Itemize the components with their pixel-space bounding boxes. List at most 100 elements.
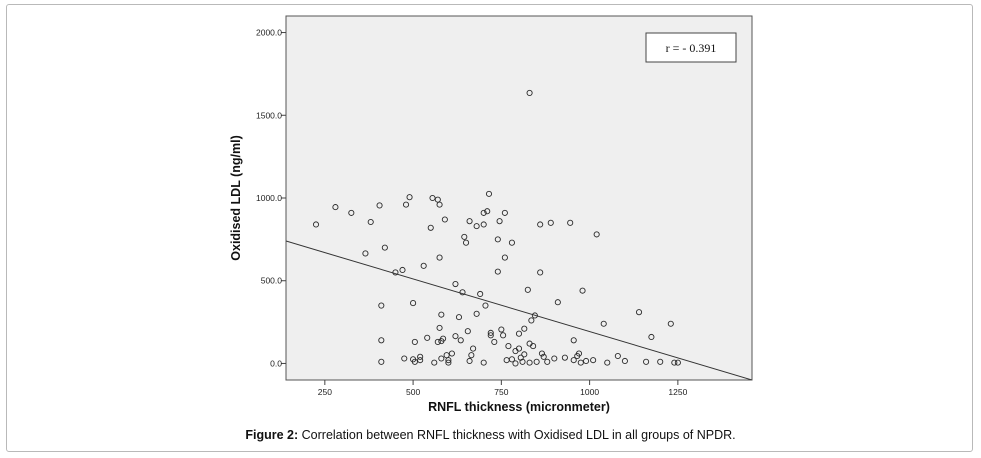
data-point (551, 355, 558, 362)
data-point (480, 359, 487, 366)
data-point (452, 333, 459, 340)
data-point (436, 324, 443, 331)
data-point (470, 345, 477, 352)
data-point (501, 209, 508, 216)
data-point (392, 269, 399, 276)
data-point (537, 221, 544, 228)
data-point (494, 268, 501, 275)
data-points-layer (312, 89, 681, 367)
data-point (464, 328, 471, 335)
data-point (567, 219, 574, 226)
y-tick-label: 0.0 (270, 358, 282, 368)
data-point (671, 359, 678, 366)
data-point (445, 359, 452, 366)
data-point (445, 357, 452, 364)
data-point (480, 209, 487, 216)
data-point (667, 320, 674, 327)
y-tick-label: 1000.0 (256, 193, 282, 203)
data-point (570, 357, 577, 364)
data-point (538, 350, 545, 357)
data-point (332, 204, 339, 211)
data-point (531, 312, 538, 319)
y-axis-title: Oxidised LDL (ng/ml) (229, 135, 243, 260)
data-point (452, 280, 459, 288)
data-point (455, 314, 463, 321)
data-point (367, 218, 374, 226)
data-point (526, 359, 533, 366)
data-point (496, 218, 503, 225)
data-point (521, 325, 528, 332)
data-point (312, 221, 320, 228)
data-point (441, 216, 448, 223)
data-point (484, 208, 491, 215)
data-point (547, 219, 554, 226)
x-axis: 250 500 750 1000 1250 (318, 380, 688, 397)
data-point (420, 262, 427, 269)
data-point (348, 209, 355, 216)
data-point (402, 201, 410, 208)
data-point (537, 269, 544, 276)
data-point (466, 357, 473, 365)
data-point (362, 250, 369, 257)
data-point (434, 338, 441, 345)
data-point (575, 350, 583, 357)
data-point (438, 311, 445, 318)
data-point (500, 332, 507, 339)
data-point (583, 357, 590, 365)
x-tick-label: 250 (318, 387, 332, 397)
data-point (508, 356, 515, 363)
data-point (438, 338, 445, 345)
y-tick-label: 1500.0 (256, 110, 282, 120)
x-tick-label: 1250 (668, 387, 687, 397)
data-point (579, 287, 586, 294)
fit-line-layer (286, 240, 752, 380)
data-point (459, 289, 466, 296)
regression-line (286, 240, 752, 380)
data-point (399, 266, 406, 274)
data-point (544, 358, 551, 365)
y-tick-label: 2000.0 (256, 28, 282, 38)
data-point (515, 345, 523, 352)
data-point (526, 89, 533, 96)
plot-area (285, 15, 753, 381)
data-point (505, 343, 512, 350)
data-point (533, 358, 540, 365)
data-point (417, 353, 424, 360)
data-point (590, 357, 597, 364)
data-point (427, 224, 434, 231)
data-point (593, 231, 600, 238)
data-point (621, 357, 628, 365)
data-point (376, 202, 383, 209)
correlation-box (645, 32, 737, 63)
correlation-annotation: r = - 0.391 (645, 32, 737, 63)
data-point (643, 358, 650, 365)
figure-caption: Figure 2: Correlation between RNFL thick… (0, 428, 981, 442)
data-point (431, 359, 438, 366)
caption-text: Correlation between RNFL thickness with … (301, 428, 736, 442)
data-point (554, 299, 561, 306)
data-point (401, 355, 408, 362)
x-axis-title: RNFL thickness (micronmeter) (428, 400, 610, 414)
correlation-text: r = - 0.391 (666, 41, 717, 55)
data-point (501, 254, 508, 261)
data-point (378, 358, 385, 365)
x-tick-label: 750 (494, 387, 508, 397)
data-point (438, 355, 445, 362)
data-point (530, 343, 537, 350)
data-point (466, 218, 473, 225)
data-point (436, 254, 443, 261)
data-point (482, 302, 489, 309)
data-point (448, 350, 455, 357)
data-point (512, 360, 519, 367)
data-point (487, 332, 494, 339)
data-point (498, 326, 505, 333)
data-point (468, 352, 475, 359)
data-point (515, 330, 523, 337)
data-point (457, 337, 464, 344)
data-point (424, 334, 431, 341)
data-point (521, 351, 528, 358)
data-point (378, 337, 385, 344)
data-point (635, 309, 643, 316)
data-point (406, 194, 413, 201)
data-point (381, 244, 388, 251)
